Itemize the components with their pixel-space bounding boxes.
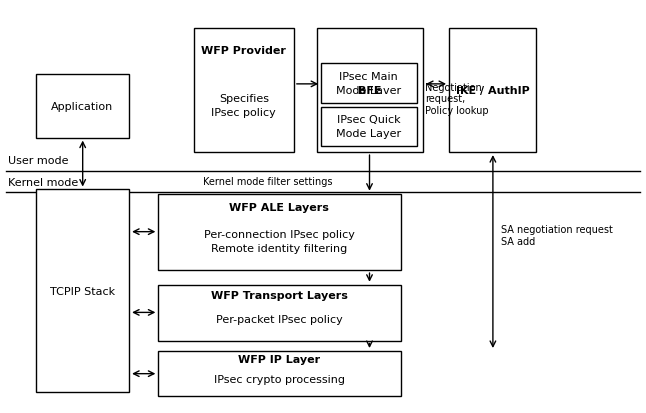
Text: WFP ALE Layers: WFP ALE Layers	[229, 203, 329, 213]
Text: WFP IP Layer: WFP IP Layer	[238, 354, 320, 364]
Text: SA negotiation request
SA add: SA negotiation request SA add	[501, 225, 612, 246]
Bar	[36, 74, 129, 138]
Bar	[194, 29, 294, 153]
Text: IKE / AuthIP: IKE / AuthIP	[455, 86, 530, 96]
Bar	[158, 194, 401, 271]
Text: IPsec crypto processing: IPsec crypto processing	[214, 374, 345, 384]
Text: Application: Application	[51, 101, 114, 112]
Text: User mode: User mode	[8, 156, 69, 166]
Text: Per-connection IPsec policy
Remote identity filtering: Per-connection IPsec policy Remote ident…	[204, 230, 355, 254]
Bar	[158, 351, 401, 396]
Text: Per-packet IPsec policy: Per-packet IPsec policy	[216, 315, 343, 325]
Text: TCPIP Stack: TCPIP Stack	[50, 286, 115, 296]
Text: WFP Provider: WFP Provider	[202, 46, 286, 56]
Bar	[36, 190, 129, 392]
Text: WFP Transport Layers: WFP Transport Layers	[211, 290, 348, 300]
Bar	[321, 64, 417, 103]
Text: Kernel mode: Kernel mode	[8, 178, 79, 188]
Text: Specifies
IPsec policy: Specifies IPsec policy	[211, 94, 276, 118]
Bar	[158, 285, 401, 341]
Text: Kernel mode filter settings: Kernel mode filter settings	[203, 177, 333, 187]
Text: IPsec Main
Mode Laver: IPsec Main Mode Laver	[337, 72, 401, 95]
Text: BFE: BFE	[358, 86, 382, 96]
Bar	[321, 107, 417, 147]
Text: IPsec Quick
Mode Layer: IPsec Quick Mode Layer	[337, 115, 401, 139]
Bar	[317, 29, 423, 153]
Bar	[449, 29, 536, 153]
Text: Negotiation
request,
Policy lookup: Negotiation request, Policy lookup	[425, 83, 488, 116]
